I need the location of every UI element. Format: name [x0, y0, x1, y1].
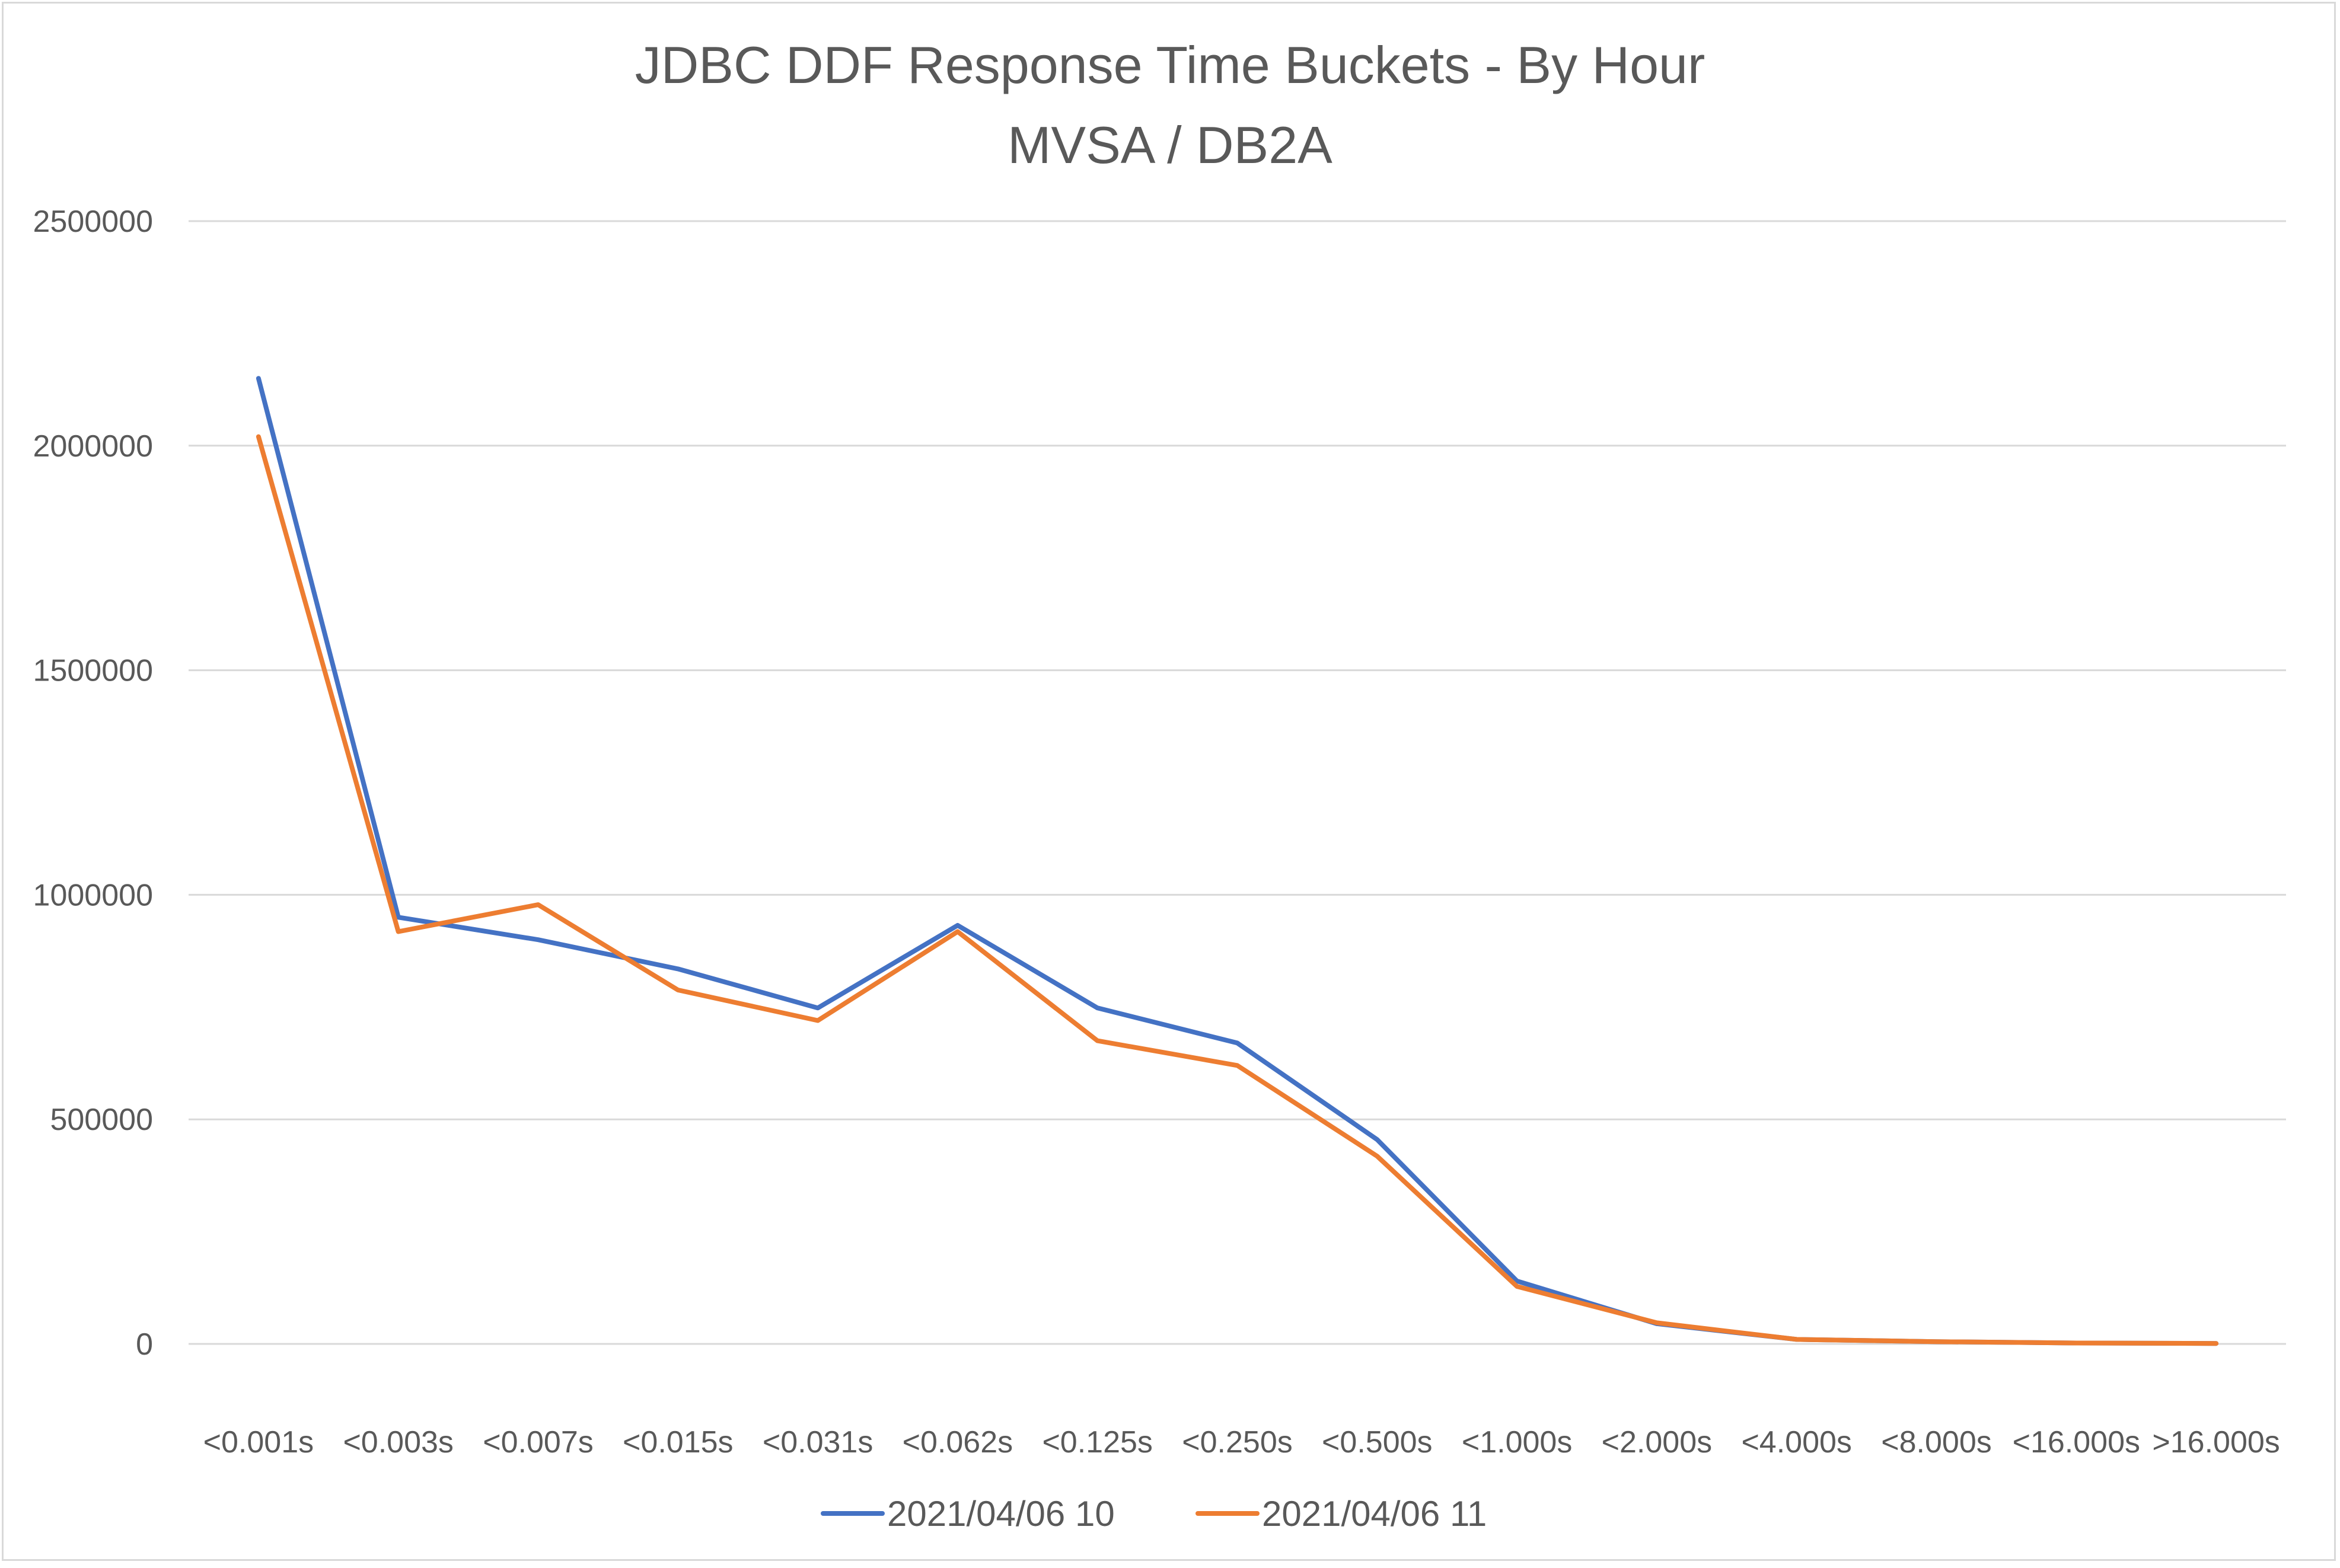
x-tick-label: >16.000s — [2152, 1425, 2280, 1460]
x-tick-label: <0.062s — [903, 1425, 1013, 1460]
series-line-2 — [256, 434, 2219, 1346]
y-tick-label: 500000 — [50, 1103, 153, 1137]
x-tick-label: <0.007s — [483, 1425, 594, 1460]
y-axis-tick-labels: 0 500000 1000000 1500000 2000000 2500000 — [33, 205, 153, 1362]
y-tick-label: 1500000 — [33, 654, 153, 688]
x-tick-label: <16.000s — [2013, 1425, 2140, 1460]
chart-subtitle: MVSA / DB2A — [1008, 116, 1332, 174]
x-tick-label: <0.003s — [343, 1425, 454, 1460]
series-lines — [256, 376, 2219, 1346]
legend-label-2: 2021/04/06 11 — [1262, 1494, 1487, 1534]
x-tick-label: <0.015s — [623, 1425, 734, 1460]
x-axis-tick-labels: <0.001s <0.003s <0.007s <0.015s <0.031s <0.06… — [203, 1425, 2280, 1460]
y-tick-label: 0 — [136, 1327, 153, 1362]
x-tick-label: <1.000s — [1462, 1425, 1573, 1460]
x-tick-label: <2.000s — [1602, 1425, 1713, 1460]
x-tick-label: <0.001s — [203, 1425, 314, 1460]
gridlines — [189, 220, 2286, 1345]
x-tick-label: <0.031s — [763, 1425, 873, 1460]
y-tick-label: 2000000 — [33, 429, 153, 464]
series-line-1 — [256, 376, 2219, 1346]
x-tick-label: <0.125s — [1042, 1425, 1153, 1460]
chart-title: JDBC DDF Response Time Buckets - By Hour — [635, 36, 1705, 94]
x-tick-label: <4.000s — [1741, 1425, 1852, 1460]
x-tick-label: <0.250s — [1182, 1425, 1293, 1460]
y-tick-label: 2500000 — [33, 205, 153, 239]
legend: 2021/04/06 10 2021/04/06 11 — [821, 1494, 1487, 1534]
y-tick-label: 1000000 — [33, 878, 153, 912]
x-tick-label: <0.500s — [1322, 1425, 1433, 1460]
x-tick-label: <8.000s — [1881, 1425, 1992, 1460]
legend-label-1: 2021/04/06 10 — [887, 1494, 1115, 1534]
